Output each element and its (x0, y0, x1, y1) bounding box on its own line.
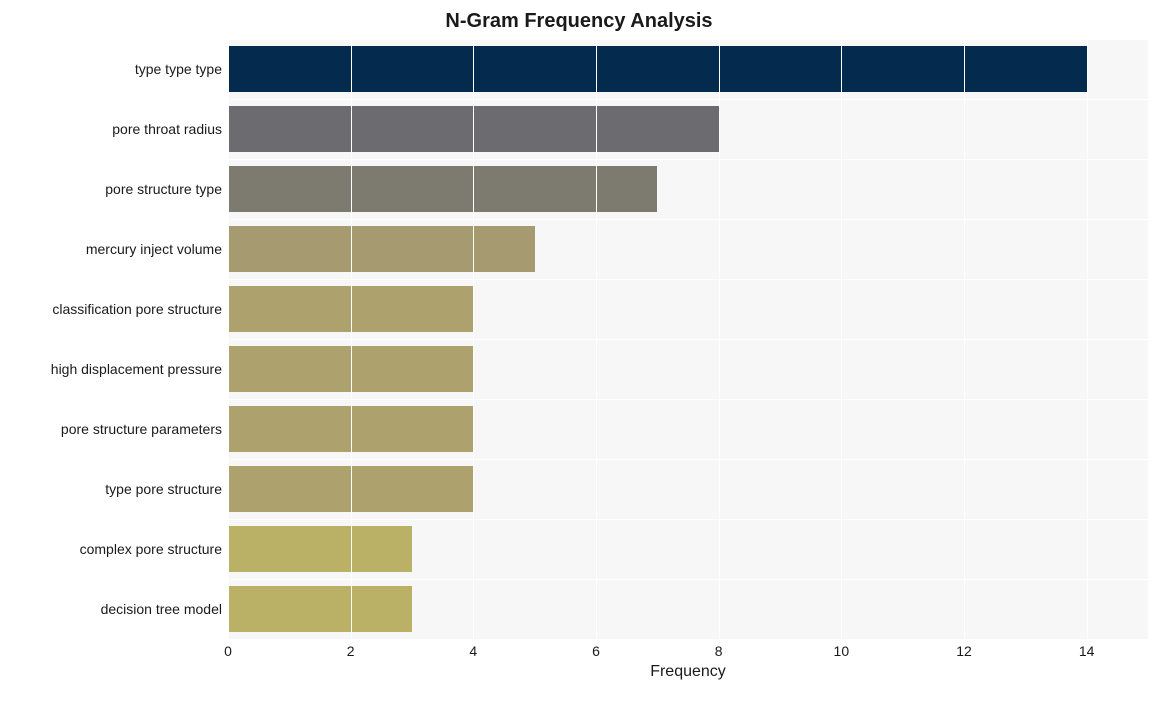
chart-title: N-Gram Frequency Analysis (10, 10, 1148, 33)
bar (228, 226, 535, 272)
gridline-horizontal (228, 99, 1148, 100)
bar-slot (228, 39, 1148, 99)
x-axis-tick: 2 (347, 643, 355, 659)
bar-slot (228, 519, 1148, 579)
y-axis: type type typepore throat radiuspore str… (10, 39, 228, 639)
gridline-horizontal (228, 579, 1148, 580)
bar-slot (228, 339, 1148, 399)
bar-slot (228, 159, 1148, 219)
y-axis-label: type pore structure (10, 459, 228, 519)
gridline-horizontal (228, 279, 1148, 280)
bar-slot (228, 99, 1148, 159)
gridline-horizontal (228, 459, 1148, 460)
y-axis-label: pore structure parameters (10, 399, 228, 459)
chart-body: type type typepore throat radiuspore str… (10, 39, 1148, 639)
y-axis-label: classification pore structure (10, 279, 228, 339)
gridline-horizontal (228, 219, 1148, 220)
bar-slot (228, 219, 1148, 279)
x-axis-tick: 14 (1079, 643, 1095, 659)
bar-slot (228, 459, 1148, 519)
bar-slot (228, 399, 1148, 459)
bar (228, 46, 1087, 92)
gridline-horizontal (228, 159, 1148, 160)
bar (228, 526, 412, 572)
y-axis-label: pore throat radius (10, 99, 228, 159)
x-axis-tick: 6 (592, 643, 600, 659)
x-axis-tick: 12 (956, 643, 972, 659)
y-axis-label: type type type (10, 39, 228, 99)
bar-slot (228, 579, 1148, 639)
y-axis-label: pore structure type (10, 159, 228, 219)
y-axis-label: complex pore structure (10, 519, 228, 579)
gridline-horizontal (228, 39, 1148, 40)
x-axis-tick: 0 (224, 643, 232, 659)
y-axis-label: mercury inject volume (10, 219, 228, 279)
x-axis-tick: 10 (834, 643, 850, 659)
y-axis-label: high displacement pressure (10, 339, 228, 399)
x-axis-label: Frequency (228, 663, 1148, 681)
y-axis-label: decision tree model (10, 579, 228, 639)
x-axis: 02468101214 (228, 639, 1148, 663)
ngram-frequency-chart: N-Gram Frequency Analysis type type type… (10, 10, 1148, 681)
gridline-horizontal (228, 519, 1148, 520)
plot-area (228, 39, 1148, 639)
gridline-horizontal (228, 399, 1148, 400)
gridline-horizontal (228, 339, 1148, 340)
bar (228, 586, 412, 632)
x-axis-tick: 8 (715, 643, 723, 659)
x-axis-tick: 4 (469, 643, 477, 659)
bar-slot (228, 279, 1148, 339)
bar (228, 166, 657, 212)
